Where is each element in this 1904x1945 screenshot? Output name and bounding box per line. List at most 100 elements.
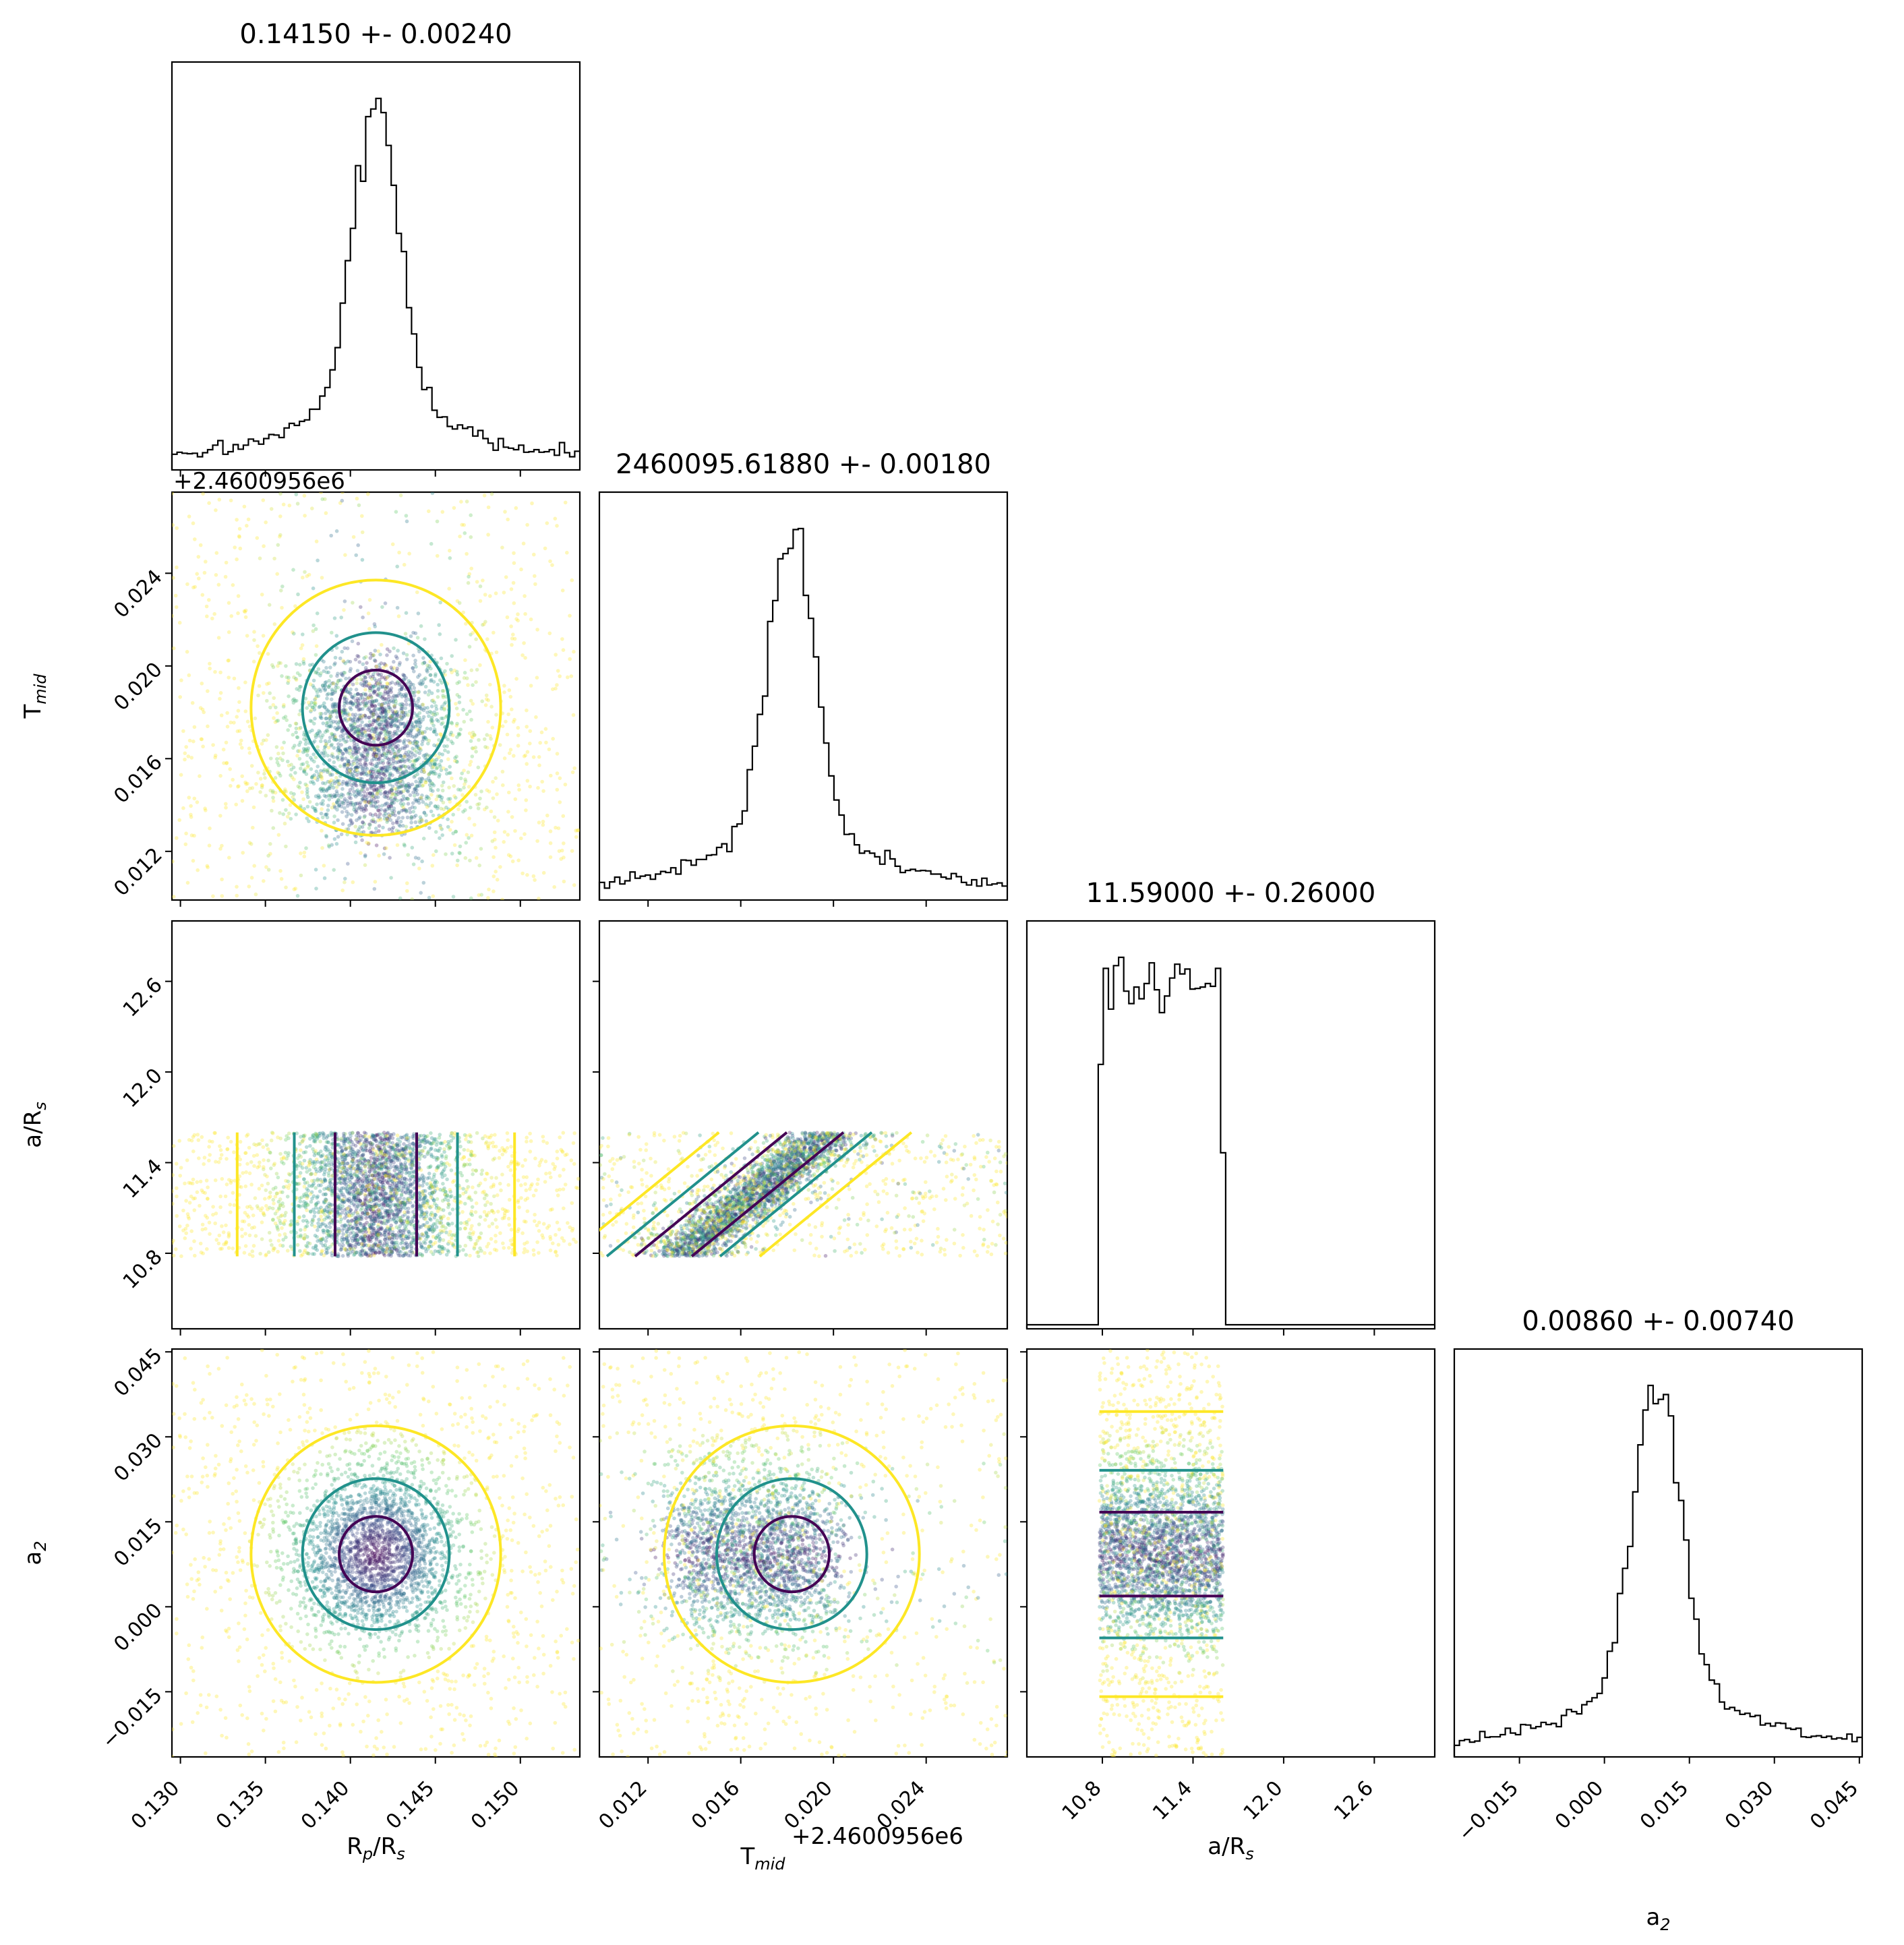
sample-point bbox=[365, 795, 369, 800]
sample-point bbox=[492, 630, 496, 635]
sample-point bbox=[436, 719, 440, 723]
sample-point bbox=[376, 770, 380, 775]
sample-point bbox=[357, 1139, 361, 1143]
sample-point bbox=[352, 1162, 356, 1166]
sample-point bbox=[370, 1218, 374, 1222]
sample-point bbox=[368, 709, 372, 713]
sample-point bbox=[365, 1194, 369, 1198]
sample-point bbox=[368, 791, 372, 796]
sample-point bbox=[375, 787, 379, 791]
sample-point bbox=[326, 1229, 330, 1234]
sample-point bbox=[278, 533, 282, 537]
sample-point bbox=[433, 1148, 438, 1152]
sample-point bbox=[398, 896, 403, 900]
sample-point bbox=[337, 803, 341, 808]
sample-point bbox=[330, 1243, 334, 1247]
sample-point bbox=[353, 1252, 357, 1256]
sample-point bbox=[406, 1236, 411, 1240]
sample-point bbox=[420, 783, 425, 788]
sample-point bbox=[345, 1189, 349, 1193]
sample-point bbox=[442, 744, 446, 748]
sample-point bbox=[558, 674, 562, 678]
sample-point bbox=[382, 729, 387, 734]
sample-point bbox=[407, 784, 411, 788]
sample-point bbox=[391, 1158, 395, 1162]
sample-point bbox=[303, 767, 307, 771]
sample-point bbox=[378, 665, 382, 670]
sample-point bbox=[457, 680, 461, 684]
sample-point bbox=[436, 682, 440, 687]
sample-point bbox=[429, 1164, 433, 1168]
sample-point bbox=[383, 767, 388, 772]
sample-point bbox=[409, 1166, 413, 1170]
sample-point bbox=[502, 684, 506, 688]
sample-point bbox=[320, 775, 324, 779]
sample-point bbox=[347, 759, 351, 764]
sample-point bbox=[384, 846, 388, 850]
sample-point bbox=[384, 1162, 388, 1166]
sample-point bbox=[421, 1175, 426, 1179]
sample-point bbox=[459, 500, 463, 504]
sample-point bbox=[346, 771, 351, 775]
sample-point bbox=[382, 1195, 386, 1199]
sample-point bbox=[502, 840, 506, 844]
sample-point bbox=[388, 1135, 392, 1139]
sample-point bbox=[351, 786, 355, 790]
sample-point bbox=[394, 694, 398, 698]
sample-point bbox=[411, 746, 415, 750]
sample-point bbox=[403, 808, 407, 812]
sample-point bbox=[203, 806, 207, 810]
sample-point bbox=[500, 769, 505, 774]
sample-point bbox=[356, 1180, 360, 1184]
sample-point bbox=[440, 1224, 444, 1229]
sample-point bbox=[380, 1202, 384, 1207]
sample-point bbox=[415, 757, 420, 762]
sample-point bbox=[363, 1243, 367, 1247]
sample-point bbox=[341, 1186, 345, 1190]
sample-point bbox=[351, 781, 356, 786]
sample-point bbox=[301, 657, 306, 661]
sample-point bbox=[369, 1226, 373, 1230]
sample-point bbox=[448, 828, 452, 832]
sample-point bbox=[315, 802, 319, 806]
sample-point bbox=[387, 1252, 392, 1257]
sample-point bbox=[345, 1236, 349, 1240]
sample-point bbox=[322, 1132, 326, 1136]
sample-point bbox=[436, 804, 440, 808]
sample-point bbox=[429, 785, 433, 790]
sample-point bbox=[388, 776, 392, 781]
sample-point bbox=[422, 661, 427, 665]
sample-point bbox=[341, 793, 345, 798]
sample-point bbox=[415, 740, 419, 744]
sample-point bbox=[291, 795, 295, 800]
sample-point bbox=[318, 1166, 322, 1170]
sample-point bbox=[282, 716, 286, 720]
sample-point bbox=[365, 684, 369, 688]
sample-point bbox=[320, 829, 324, 833]
sample-point bbox=[386, 1253, 391, 1257]
sample-point bbox=[404, 808, 408, 812]
sample-point bbox=[330, 710, 334, 714]
sample-point bbox=[380, 1164, 384, 1168]
sample-point bbox=[373, 730, 377, 734]
sample-point bbox=[320, 684, 325, 688]
sample-point bbox=[367, 1253, 371, 1257]
sample-point bbox=[335, 791, 339, 796]
sample-point bbox=[440, 722, 444, 726]
sample-point bbox=[377, 769, 381, 773]
sample-point bbox=[392, 711, 396, 715]
sample-point bbox=[413, 773, 417, 778]
sample-point bbox=[363, 665, 368, 670]
sample-point bbox=[461, 1187, 465, 1191]
sample-point bbox=[326, 746, 331, 750]
sample-point bbox=[262, 879, 266, 883]
sample-point bbox=[370, 704, 375, 709]
sample-point bbox=[318, 1161, 323, 1165]
sample-point bbox=[512, 561, 516, 565]
sample-point bbox=[324, 1248, 329, 1253]
sample-point bbox=[392, 797, 397, 802]
sample-point bbox=[405, 783, 409, 787]
sample-point bbox=[362, 1135, 366, 1139]
sample-point bbox=[351, 1149, 355, 1154]
sample-point bbox=[349, 802, 353, 807]
